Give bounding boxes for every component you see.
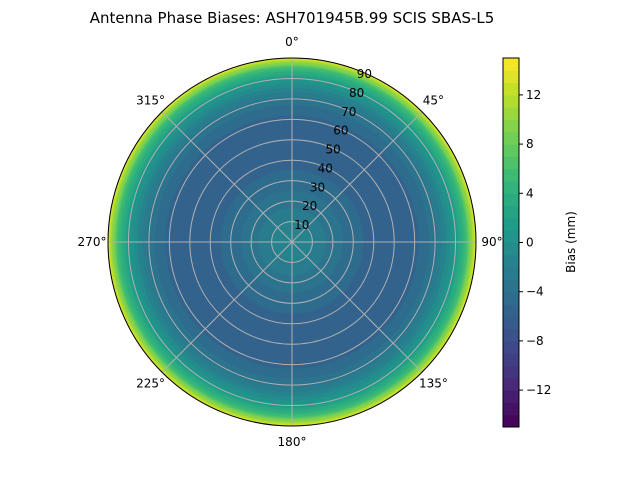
- radial-tick-label: 70: [341, 105, 356, 119]
- colorbar-level: [503, 316, 519, 330]
- colorbar-level: [503, 254, 519, 268]
- colorbar-tick-label: 0: [526, 236, 534, 250]
- angular-gridline: [161, 111, 293, 243]
- colorbar-level: [503, 156, 519, 170]
- colorbar-tick-label: 8: [526, 137, 534, 151]
- angular-tick-label: 45°: [423, 94, 444, 108]
- angular-tick-label: 315°: [136, 94, 165, 108]
- colorbar-tick-label: 4: [526, 186, 534, 200]
- angular-tick-label: 225°: [136, 376, 165, 390]
- colorbar-level: [503, 242, 519, 256]
- polar-frame: [107, 57, 477, 427]
- colorbar-level: [503, 365, 519, 379]
- colorbar-level: [503, 390, 519, 403]
- colorbar-label: Bias (mm): [564, 211, 578, 273]
- colorbar-tick-label: 12: [526, 88, 541, 102]
- colorbar-level: [503, 340, 519, 354]
- colorbar-level: [503, 94, 519, 108]
- radial-tick-label: 20: [302, 199, 317, 213]
- colorbar-level: [503, 377, 519, 391]
- angular-gridline: [291, 241, 423, 373]
- angular-tick-label: 180°: [278, 435, 307, 449]
- angular-tick-label: 135°: [419, 376, 448, 390]
- angular-tick-label: 0°: [285, 35, 299, 49]
- colorbar-tick-label: −12: [526, 383, 551, 397]
- colorbar-tick-label: −4: [526, 285, 544, 299]
- angular-gridline: [291, 111, 423, 243]
- colorbar-level: [503, 82, 519, 96]
- radial-tick-label: 60: [333, 124, 348, 138]
- colorbar-level: [503, 107, 519, 120]
- colorbar-level: [503, 205, 519, 219]
- chart-title: Antenna Phase Biases: ASH701945B.99 SCIS…: [90, 9, 495, 27]
- colorbar-level: [503, 181, 519, 194]
- radial-tick-labels: 10 20 30 40 50 60 70 80 90: [294, 67, 372, 232]
- colorbar-level: [503, 291, 519, 305]
- colorbar-level: [503, 402, 519, 416]
- colorbar-level: [503, 119, 519, 133]
- colorbar-level: [503, 353, 519, 366]
- colorbar: 12 8 4 0 −4 −8 −12: [502, 57, 551, 428]
- colorbar-level: [503, 304, 519, 317]
- radial-tick-label: 40: [318, 161, 333, 175]
- colorbar-level: [503, 168, 519, 182]
- radial-tick-label: 80: [349, 86, 364, 100]
- colorbar-level: [503, 144, 519, 157]
- radial-tick-label: 10: [294, 218, 309, 232]
- colorbar-level: [503, 193, 519, 207]
- colorbar-level: [503, 131, 519, 145]
- colorbar-level: [503, 230, 519, 243]
- angular-tick-label: 90°: [481, 235, 502, 249]
- colorbar-level: [503, 328, 519, 342]
- colorbar-level: [503, 70, 519, 84]
- radial-tick-label: 90: [357, 67, 372, 81]
- angular-gridline: [161, 241, 293, 373]
- colorbar-level: [503, 58, 519, 71]
- radial-tick-label: 50: [325, 143, 340, 157]
- colorbar-tick-label: −8: [526, 334, 544, 348]
- colorbar-level: [503, 414, 519, 428]
- colorbar-level: [503, 267, 519, 280]
- colorbar-level: [503, 217, 519, 231]
- polar-grid: [107, 57, 477, 427]
- colorbar-level: [503, 279, 519, 293]
- radial-tick-label: 30: [310, 180, 325, 194]
- angular-tick-labels: 0° 45° 90° 135° 180° 225° 270° 315°: [78, 35, 503, 449]
- angular-tick-label: 270°: [78, 235, 107, 249]
